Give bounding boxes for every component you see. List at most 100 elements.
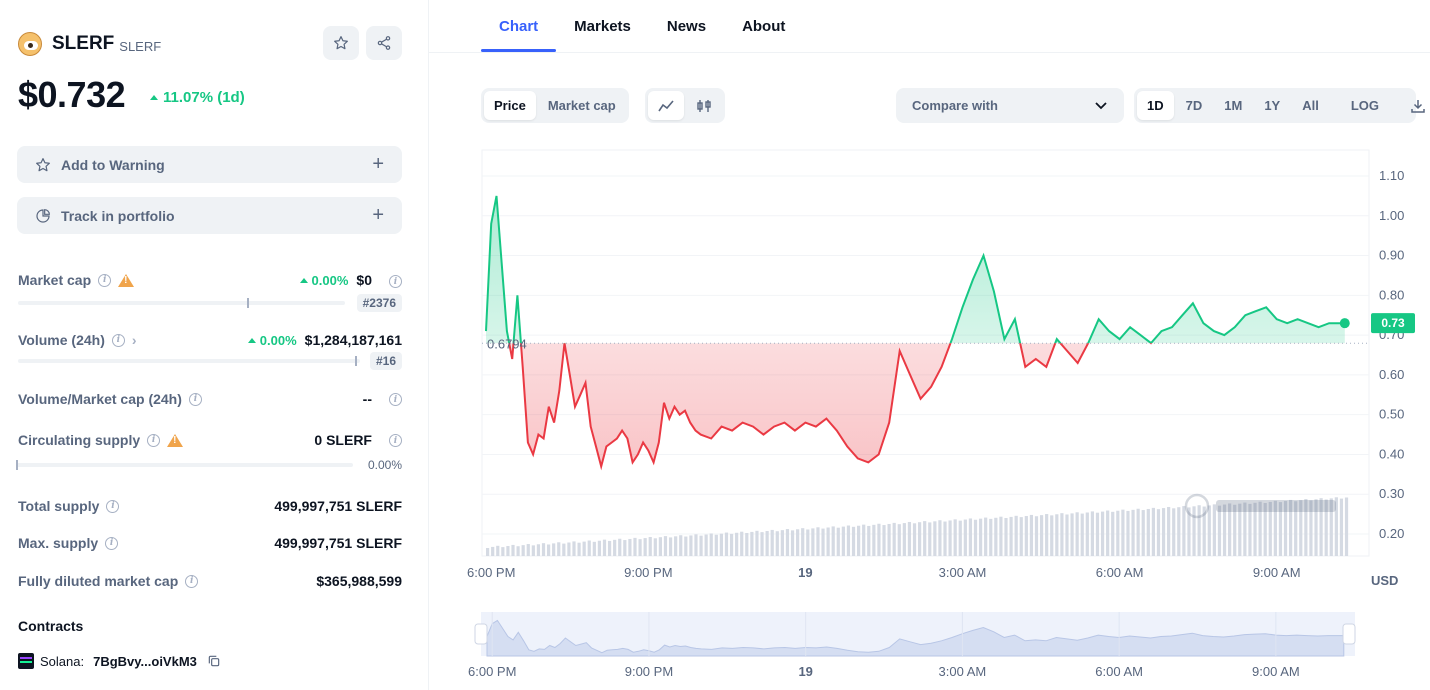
volume-bar [1050, 515, 1054, 556]
range-all[interactable]: All [1302, 98, 1319, 113]
total-supply-label-group: Total supply i [18, 498, 120, 514]
market-cap-toggle[interactable]: Market cap [547, 98, 616, 113]
volume-bar [1233, 504, 1237, 556]
add-to-warning-button[interactable]: Add to Warning + [17, 146, 402, 183]
x-tick-label: 6:00 PM [467, 565, 515, 580]
volume-label: Volume (24h) [18, 332, 105, 348]
volume-bar [506, 546, 510, 556]
volume-bar [948, 520, 952, 556]
volume-bar [1263, 503, 1267, 556]
volume-bar [501, 547, 505, 556]
tabs-divider [429, 52, 1430, 53]
vol-mcap-label: Volume/Market cap (24h) [18, 391, 182, 407]
progress-marker [16, 460, 18, 470]
navigator-right-handle[interactable] [1342, 623, 1356, 645]
tab-news[interactable]: News [666, 17, 707, 35]
baseline-label: 0.6794 [487, 336, 527, 351]
volume-bar [1294, 501, 1298, 556]
volume-bar [1324, 499, 1328, 556]
add-to-warning-label: Add to Warning [61, 156, 165, 173]
info-icon[interactable]: i [98, 273, 112, 287]
price-toggle[interactable]: Price [484, 91, 536, 120]
volume-bar [836, 527, 840, 556]
volume-bar [704, 534, 708, 556]
contracts-title: Contracts [18, 618, 84, 634]
info-icon[interactable]: i [111, 333, 125, 347]
volume-bar [658, 537, 662, 556]
range-7d[interactable]: 7D [1185, 98, 1203, 113]
volume-bar [867, 525, 871, 556]
volume-bar [968, 518, 973, 556]
info-icon[interactable]: i [105, 536, 119, 550]
range-1d[interactable]: 1D [1137, 91, 1174, 120]
compare-with-select[interactable]: Compare with [896, 88, 1124, 123]
volume-bar [775, 531, 779, 556]
market-cap-label-group: Market cap i [18, 272, 135, 288]
watchlist-star-button[interactable] [323, 26, 359, 60]
volume-bar [597, 540, 602, 556]
price-areas [486, 195, 1345, 467]
candlestick-button[interactable] [686, 91, 722, 120]
warning-icon[interactable] [167, 433, 184, 447]
track-portfolio-button[interactable]: Track in portfolio + [17, 197, 402, 234]
tab-about[interactable]: About [742, 17, 786, 35]
info-icon[interactable]: i [389, 393, 402, 406]
volume-bar [552, 543, 556, 556]
tab-chart[interactable]: Chart [481, 0, 557, 52]
range-1m[interactable]: 1M [1224, 98, 1243, 113]
x-tick-label: 6:00 AM [1096, 565, 1144, 580]
chevron-right-icon[interactable]: › [131, 332, 137, 348]
info-icon[interactable]: i [389, 434, 402, 447]
volume-bar [1299, 500, 1303, 556]
volume-bar [668, 537, 673, 556]
navigator-x-tick-label: 9:00 PM [625, 664, 673, 679]
max-supply-row: Max. supply i 499,997,751 SLERF [18, 535, 402, 555]
navigator-left-handle[interactable] [474, 623, 488, 645]
fdmc-row: Fully diluted market cap i $365,988,599 [18, 573, 402, 593]
line-chart-button[interactable] [648, 91, 684, 120]
volume-bar [516, 546, 520, 556]
volume-bar [1329, 498, 1333, 556]
progress-marker [246, 298, 249, 308]
log-scale-toggle[interactable]: LOG [1350, 98, 1380, 113]
volume-bar [724, 532, 729, 556]
info-icon[interactable]: i [106, 499, 120, 513]
share-button[interactable] [366, 26, 402, 60]
navigator-grid [491, 612, 1277, 656]
volume-bar [862, 524, 866, 556]
price-line-up [485, 195, 1345, 344]
price-lines [485, 195, 1345, 471]
x-tick-label: 9:00 AM [1253, 565, 1301, 580]
download-button[interactable] [1401, 91, 1430, 120]
volume-bar [699, 535, 703, 556]
volume-bar [821, 528, 825, 556]
info-icon[interactable]: i [389, 275, 402, 288]
volume-bar [689, 535, 693, 556]
volume-bar [1192, 506, 1196, 556]
volume-bar [933, 521, 937, 556]
volume-bar [531, 545, 535, 556]
volume-bar [1156, 509, 1161, 556]
star-icon [334, 36, 348, 50]
volume-bar [1019, 517, 1023, 556]
info-icon[interactable]: i [188, 392, 202, 406]
market-cap-value: $0 [356, 272, 372, 288]
info-icon[interactable]: i [147, 433, 161, 447]
warning-icon[interactable] [118, 273, 135, 287]
volume-bar [1014, 515, 1018, 556]
volume-bar [1278, 502, 1283, 556]
volume-bar [1258, 501, 1262, 556]
current-price-dot [1339, 318, 1350, 329]
tab-markets[interactable]: Markets [574, 17, 631, 35]
copy-icon[interactable] [207, 654, 221, 668]
info-icon[interactable]: i [185, 574, 199, 588]
chart-type-toggle [645, 88, 725, 123]
contract-address[interactable]: 7BgBvy...oiVkM3 [93, 653, 197, 669]
range-1y[interactable]: 1Y [1264, 98, 1281, 113]
volume-bar [613, 539, 617, 556]
volume-market-cap-row: Volume/Market cap (24h) i -- i [18, 391, 402, 411]
volume-bar [1106, 510, 1110, 556]
volume-bar [607, 540, 612, 556]
navigator-x-tick-label: 19 [798, 664, 812, 679]
